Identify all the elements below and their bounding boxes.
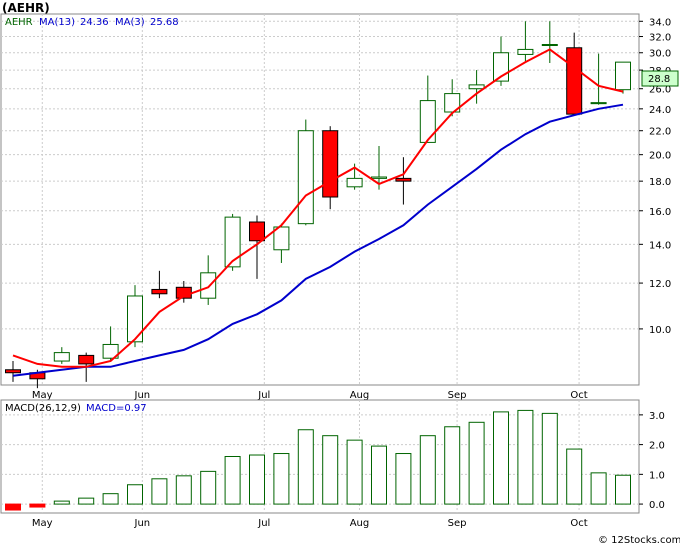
candle-body-up bbox=[371, 176, 387, 179]
macd-bar bbox=[395, 453, 412, 505]
macd-bar bbox=[53, 500, 70, 505]
macd-x-label: Aug bbox=[350, 518, 370, 529]
price-tick-label: 18.0 bbox=[649, 177, 671, 188]
price-x-label: Oct bbox=[570, 390, 587, 401]
macd-x-label: Jul bbox=[257, 518, 270, 529]
candle-body-up bbox=[590, 102, 607, 105]
price-tick-label: 10.0 bbox=[649, 325, 671, 336]
candle-body-up bbox=[297, 130, 314, 225]
macd-bar bbox=[151, 478, 168, 505]
candle-body-up bbox=[615, 61, 631, 91]
price-tick-label: 34.0 bbox=[649, 17, 671, 28]
last-price-box bbox=[641, 70, 679, 87]
legend-ma3-value: 25.68 bbox=[150, 17, 179, 28]
copyright: © 12Stocks.com bbox=[598, 535, 680, 546]
macd-bar bbox=[5, 503, 21, 511]
candle-body-up bbox=[419, 100, 436, 143]
candle-body-up bbox=[53, 352, 70, 362]
macd-bar bbox=[297, 429, 314, 505]
macd-tick-label: 1.0 bbox=[649, 470, 665, 481]
legend-symbol: AEHR bbox=[5, 17, 33, 28]
macd-bar bbox=[493, 411, 509, 505]
macd-bar bbox=[29, 503, 46, 508]
price-tick-label: 32.0 bbox=[649, 33, 671, 44]
macd-bar bbox=[175, 475, 192, 505]
macd-legend-value: MACD=0.97 bbox=[86, 403, 147, 414]
macd-bar bbox=[102, 493, 119, 505]
macd-bar bbox=[78, 497, 95, 505]
macd-panel-frame bbox=[0, 399, 640, 514]
ma3-line bbox=[12, 48, 624, 368]
price-tick-label: 22.0 bbox=[649, 127, 671, 138]
price-legend: AEHR MA(13) 24.36 MA(3) 25.68 bbox=[5, 17, 179, 28]
legend-ma13-value: 24.36 bbox=[80, 17, 109, 28]
candle-body-up bbox=[517, 48, 534, 55]
candle-body-down bbox=[151, 288, 168, 295]
legend-ma3-label: MA(3) bbox=[115, 17, 145, 28]
macd-bar bbox=[273, 453, 290, 505]
macd-bar bbox=[127, 484, 143, 505]
macd-x-label: Jun bbox=[134, 518, 151, 529]
candle-body-up bbox=[468, 84, 485, 90]
candlesticks bbox=[5, 21, 631, 389]
macd-bar bbox=[346, 439, 363, 505]
price-tick-label: 24.0 bbox=[649, 105, 671, 116]
candle-body-down bbox=[78, 354, 95, 365]
macd-bar bbox=[419, 435, 436, 505]
macd-tick-label: 0.0 bbox=[649, 500, 665, 511]
macd-x-label: Sep bbox=[448, 518, 467, 529]
macd-bar bbox=[371, 445, 387, 505]
macd-bar bbox=[517, 409, 534, 505]
candle-body-down bbox=[566, 47, 583, 115]
macd-tick-label: 3.0 bbox=[649, 411, 665, 422]
ma13-line bbox=[12, 103, 624, 377]
macd-bar bbox=[224, 456, 241, 505]
candle-body-up bbox=[127, 295, 143, 343]
macd-y-axis: 0.0 1.0 2.0 3.0 bbox=[639, 411, 665, 511]
candle-body-up bbox=[273, 226, 290, 251]
macd-bars bbox=[5, 409, 631, 511]
price-tick-label: 16.0 bbox=[649, 207, 671, 218]
macd-x-label: Oct bbox=[570, 518, 587, 529]
price-x-label: May bbox=[32, 390, 53, 401]
macd-legend-label: MACD(26,12,9) bbox=[5, 403, 81, 414]
candle-body-down bbox=[5, 369, 21, 374]
macd-legend: MACD(26,12,9) MACD=0.97 bbox=[5, 403, 147, 414]
candle-body-down bbox=[249, 221, 265, 242]
candle-body-down bbox=[322, 130, 339, 198]
candle-body-up bbox=[102, 343, 119, 359]
macd-bar bbox=[566, 448, 583, 505]
price-tick-label: 14.0 bbox=[649, 240, 671, 251]
macd-bar bbox=[444, 426, 461, 505]
price-x-label: Sep bbox=[448, 390, 467, 401]
price-x-label: Jul bbox=[257, 390, 270, 401]
candle-body-up bbox=[541, 44, 558, 47]
legend-ma13-label: MA(13) bbox=[39, 17, 75, 28]
price-x-labels: May Jun Jul Aug Sep Oct bbox=[32, 390, 588, 401]
macd-x-label: May bbox=[32, 518, 53, 529]
candle-body-up bbox=[346, 177, 363, 188]
macd-bar bbox=[615, 474, 631, 505]
candle-body-down bbox=[395, 177, 412, 182]
candle-body-up bbox=[200, 272, 217, 299]
macd-bar bbox=[200, 470, 217, 505]
macd-bar bbox=[590, 472, 607, 505]
ticker-title: (AEHR) bbox=[2, 1, 50, 15]
macd-tick-label: 2.0 bbox=[649, 441, 665, 452]
candle-body-up bbox=[224, 216, 241, 268]
macd-x-labels: May Jun Jul Aug Sep Oct bbox=[32, 518, 588, 529]
macd-bar bbox=[322, 435, 339, 505]
macd-bar bbox=[468, 421, 485, 505]
price-tick-label: 20.0 bbox=[649, 151, 671, 162]
price-tick-label: 12.0 bbox=[649, 279, 671, 290]
last-price-label: 28.8 bbox=[648, 74, 670, 85]
price-tick-label: 30.0 bbox=[649, 49, 671, 60]
price-x-label: Jun bbox=[134, 390, 151, 401]
price-panel-frame bbox=[0, 13, 640, 386]
price-x-label: Aug bbox=[350, 390, 370, 401]
macd-bar bbox=[541, 412, 558, 505]
price-tick-label: 26.0 bbox=[649, 85, 671, 96]
macd-bar bbox=[249, 454, 265, 505]
